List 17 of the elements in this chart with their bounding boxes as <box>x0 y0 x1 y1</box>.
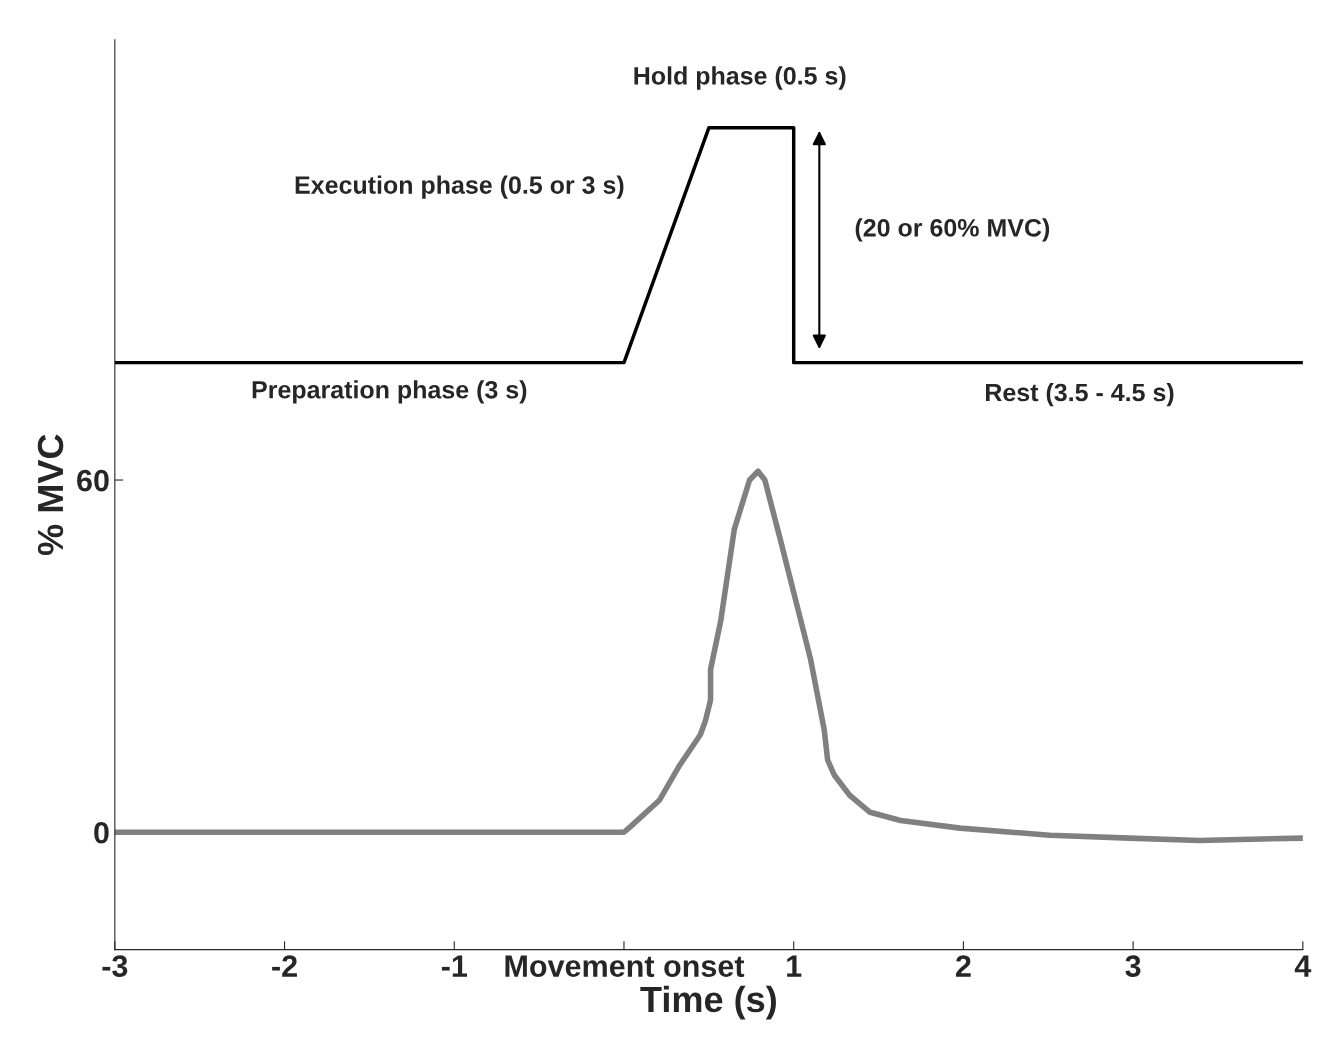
x-tick-label: Movement onset <box>505 955 745 977</box>
x-tick-label: -1 <box>441 955 467 977</box>
x-tick-label: 4 <box>1294 955 1312 977</box>
annotation: Rest (3.5 - 4.5 s) <box>986 382 1174 407</box>
x-tick-label: 3 <box>1125 955 1141 977</box>
annotation: Preparation phase (3 s) <box>252 380 527 404</box>
annotation: Execution phase (0.5 or 3 s) <box>295 175 624 199</box>
x-tick-label: -3 <box>102 955 128 977</box>
x-tick-label: 1 <box>787 955 802 977</box>
y-tick-label: 60 <box>77 469 109 492</box>
annotation: Hold phase (0.5 s) <box>634 66 846 90</box>
annotation: (20 or 60% MVC) <box>855 218 1050 242</box>
y-tick-label: 0 <box>94 821 109 844</box>
x-tick-label: 2 <box>955 955 971 977</box>
y-axis-title: % MVC <box>37 434 64 555</box>
x-tick-label: -2 <box>272 955 297 977</box>
x-axis-title: Time (s) <box>640 985 776 1020</box>
